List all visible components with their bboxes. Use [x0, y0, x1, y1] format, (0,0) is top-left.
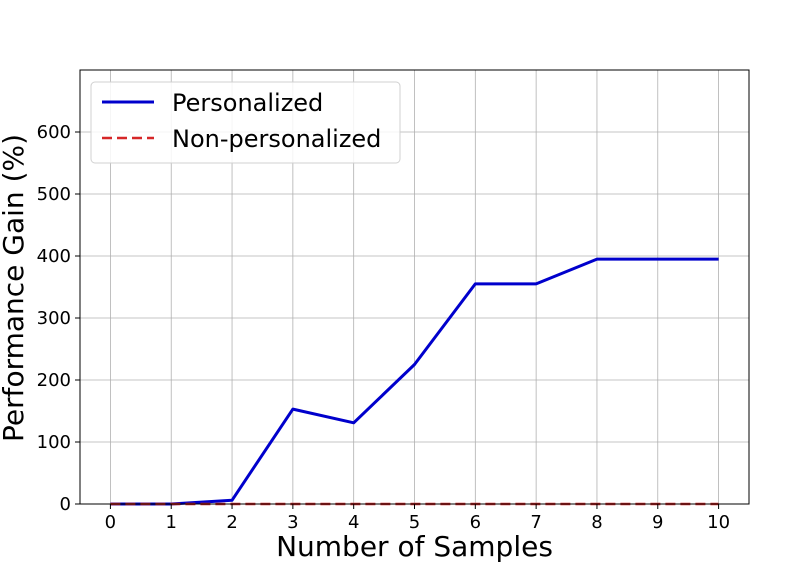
x-tick-label: 1: [166, 512, 177, 533]
y-axis-title: Performance Gain (%): [0, 134, 30, 442]
x-tick-label: 9: [652, 512, 663, 533]
x-tick-label: 4: [348, 512, 359, 533]
legend: Personalized Non-personalized: [90, 81, 401, 164]
x-tick-label: 6: [470, 512, 481, 533]
y-tick-label: 600: [37, 122, 71, 143]
y-tick-label: 300: [37, 308, 71, 329]
x-tick-label: 0: [105, 512, 116, 533]
y-tick-label: 200: [37, 370, 71, 391]
y-tick-label: 0: [60, 494, 71, 515]
legend-box: [90, 81, 401, 164]
x-tick-label: 8: [591, 512, 602, 533]
y-tick-label: 400: [37, 246, 71, 267]
legend-label-non-personalized: Non-personalized: [172, 125, 381, 153]
x-tick-label: 10: [707, 512, 730, 533]
x-axis-title: Number of Samples: [276, 530, 553, 563]
series-line-personalized: [110, 257, 719, 506]
x-tick-label: 7: [530, 512, 541, 533]
x-tick-label: 5: [409, 512, 420, 533]
legend-label-personalized: Personalized: [172, 89, 323, 117]
x-tick-label: 3: [287, 512, 298, 533]
x-tick-label: 2: [226, 512, 237, 533]
y-tick-label: 100: [37, 432, 71, 453]
y-tick-label: 500: [37, 184, 71, 205]
